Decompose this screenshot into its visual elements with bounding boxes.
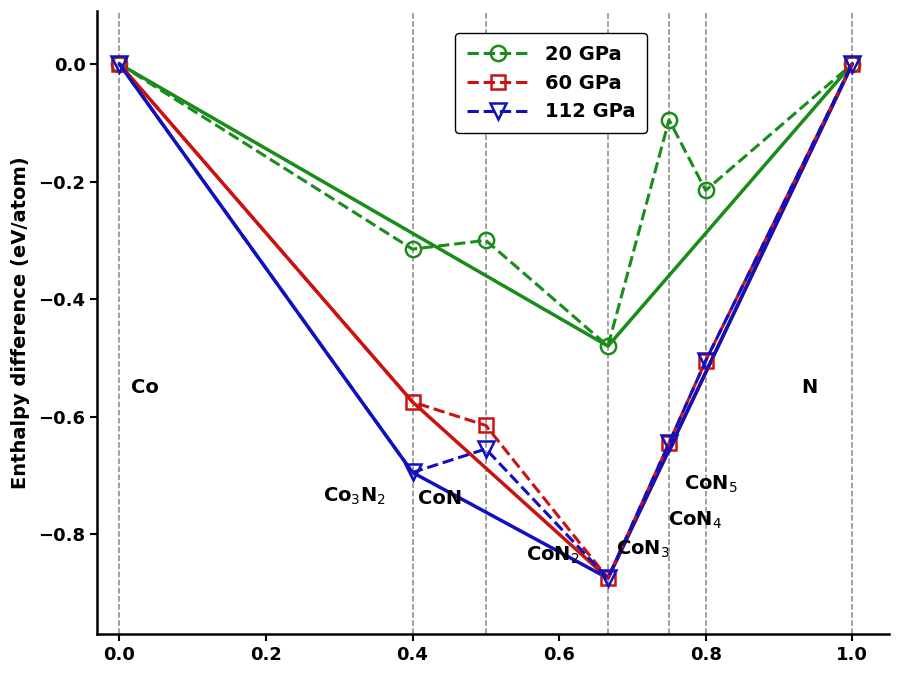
Y-axis label: Enthalpy difference (eV/atom): Enthalpy difference (eV/atom) xyxy=(11,157,30,489)
Text: CoN$_3$: CoN$_3$ xyxy=(616,539,670,560)
Text: N: N xyxy=(801,378,817,397)
Text: CoN$_5$: CoN$_5$ xyxy=(684,474,737,495)
Text: Co: Co xyxy=(131,378,159,397)
Text: CoN$_4$: CoN$_4$ xyxy=(668,510,722,531)
Text: Co$_3$N$_2$: Co$_3$N$_2$ xyxy=(323,486,386,507)
Text: CoN$_2$: CoN$_2$ xyxy=(526,545,580,566)
Text: CoN: CoN xyxy=(418,489,463,508)
Legend: 20 GPa, 60 GPa, 112 GPa: 20 GPa, 60 GPa, 112 GPa xyxy=(455,33,647,133)
